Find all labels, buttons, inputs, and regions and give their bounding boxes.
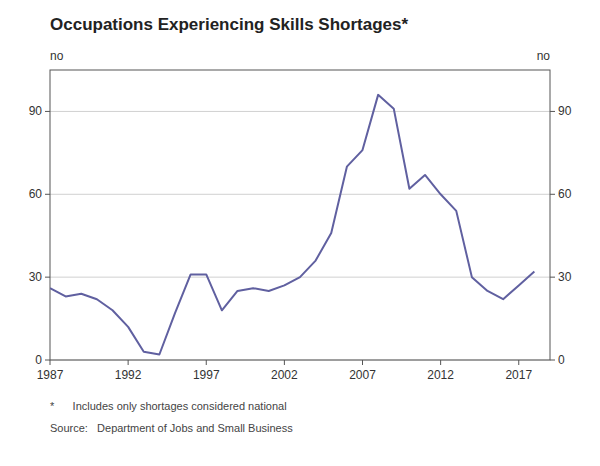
x-axis: 1987 1992 1997 2002 2007 2012 2017 xyxy=(37,360,533,382)
y-tick-label: 60 xyxy=(29,187,43,201)
x-tick-label: 1987 xyxy=(37,368,64,382)
y2-tick xyxy=(550,194,555,195)
title: Occupations Experiencing Skills Shortage… xyxy=(50,15,408,34)
y-axis-label: no xyxy=(50,49,64,63)
x-tick xyxy=(206,360,207,365)
x-tick xyxy=(284,360,285,365)
series xyxy=(50,95,534,355)
chart: Occupations Experiencing Skills Shortage… xyxy=(0,0,600,466)
y-tick xyxy=(45,277,50,278)
x-tick-label: 2017 xyxy=(505,368,532,382)
x-tick xyxy=(362,360,363,365)
x-tick xyxy=(50,360,51,365)
y-tick xyxy=(45,111,50,112)
footnote: Source: Department of Jobs and Small Bus… xyxy=(50,422,293,434)
y-tick-label: 90 xyxy=(29,104,43,118)
y2-axis-label: no xyxy=(537,49,551,63)
x-tick-label: 2002 xyxy=(271,368,298,382)
x-tick-label: 2007 xyxy=(349,368,376,382)
x-tick-label: 1997 xyxy=(193,368,220,382)
line xyxy=(50,95,534,355)
y2-tick xyxy=(550,111,555,112)
y2-tick xyxy=(550,360,555,361)
y2-tick-label: 90 xyxy=(558,104,572,118)
y-tick xyxy=(45,194,50,195)
x-tick xyxy=(518,360,519,365)
footnote: * Includes only shortages considered nat… xyxy=(50,400,287,412)
y2-tick xyxy=(550,277,555,278)
y2-tick-label: 0 xyxy=(558,353,565,367)
x-tick xyxy=(128,360,129,365)
x-tick xyxy=(440,360,441,365)
x-tick-label: 1992 xyxy=(115,368,142,382)
y2-axis: 0 30 60 90 xyxy=(550,104,572,367)
grid-line xyxy=(50,111,550,112)
plot-frame xyxy=(50,70,550,360)
grid-line xyxy=(50,194,550,195)
y-tick-label: 0 xyxy=(35,353,42,367)
x-tick-label: 2012 xyxy=(427,368,454,382)
y2-tick-label: 60 xyxy=(558,187,572,201)
y-axis: 0 30 60 90 xyxy=(29,104,50,367)
y-tick-label: 30 xyxy=(29,270,43,284)
y-tick xyxy=(45,360,50,361)
y2-tick-label: 30 xyxy=(558,270,572,284)
